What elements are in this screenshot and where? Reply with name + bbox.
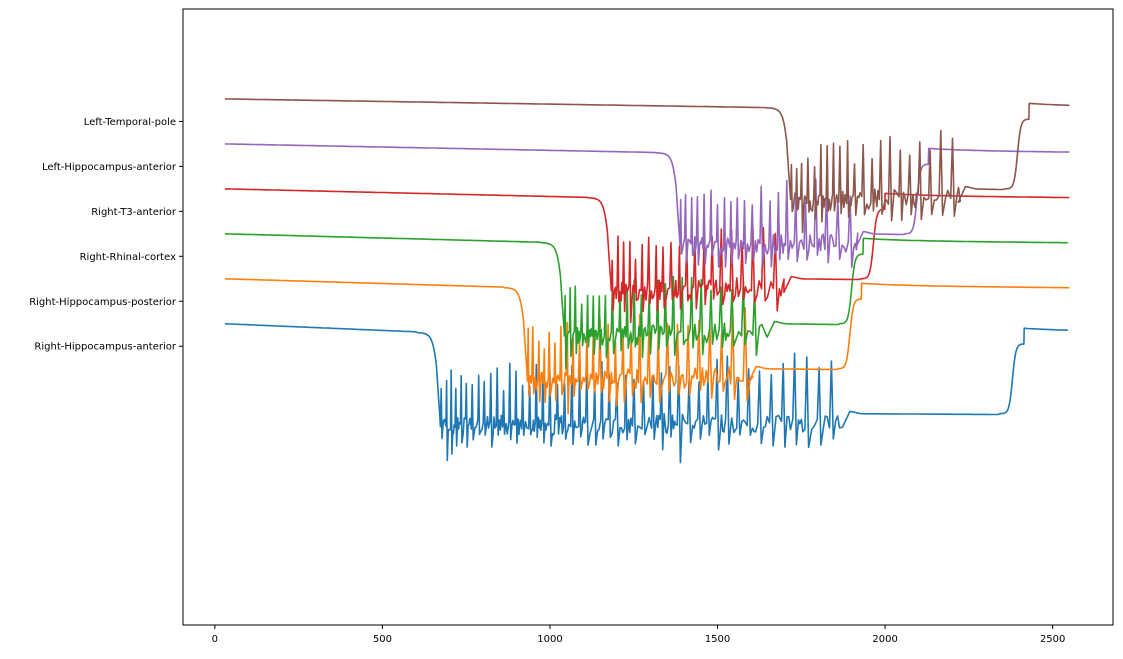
x-tick-label: 2500 bbox=[1040, 634, 1065, 645]
x-tick-label: 1000 bbox=[537, 634, 562, 645]
plot-lines bbox=[224, 98, 1070, 464]
y-tick-label: Left-Hippocampus-anterior bbox=[42, 162, 177, 173]
x-tick-label: 500 bbox=[373, 634, 392, 645]
y-tick-label: Right-Hippocampus-posterior bbox=[29, 297, 177, 308]
y-tick-label: Right-Hippocampus-anterior bbox=[34, 342, 176, 353]
series-line-right-rhinal-cortex bbox=[224, 233, 1068, 370]
x-tick-label: 0 bbox=[212, 634, 218, 645]
y-tick-label: Right-T3-anterior bbox=[91, 207, 177, 218]
series-line-right-hippocampus-anterior bbox=[224, 322, 1068, 464]
y-tick-label: Right-Rhinal-cortex bbox=[80, 252, 176, 263]
x-tick-label: 2000 bbox=[872, 634, 897, 645]
x-axis: 0 500 1000 1500 2000 2500 bbox=[212, 625, 1065, 645]
y-tick-label: Left-Temporal-pole bbox=[84, 117, 176, 128]
y-axis: Left-Temporal-pole Left-Hippocampus-anter… bbox=[29, 117, 183, 353]
axes-frame bbox=[182, 8, 1114, 626]
series-line-right-hippocampus-posterior bbox=[224, 278, 1070, 415]
series-line-left-temporal-pole bbox=[224, 98, 1070, 234]
x-tick-label: 1500 bbox=[705, 634, 730, 645]
series-line-left-hippocampus-anterior bbox=[224, 143, 1070, 268]
